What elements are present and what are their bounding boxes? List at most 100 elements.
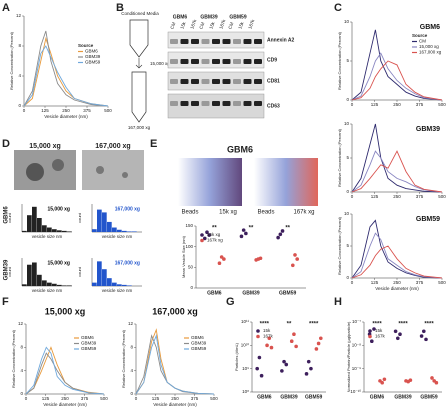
blot-band bbox=[212, 79, 220, 84]
dot bbox=[422, 329, 426, 334]
x-tick-label: 250 bbox=[61, 396, 69, 401]
significance: ** bbox=[285, 226, 290, 232]
dot bbox=[282, 359, 286, 364]
chart-title: GBM59 bbox=[416, 216, 440, 223]
y-tick-label: 4 bbox=[20, 368, 23, 373]
dot bbox=[265, 343, 269, 348]
y-tick-label: 8 bbox=[130, 345, 133, 350]
dot bbox=[280, 229, 285, 233]
y-tick-label: 10⁻⁹ bbox=[352, 366, 361, 371]
flow-label: 167k xg bbox=[293, 210, 314, 216]
histogram-bar bbox=[52, 229, 57, 232]
dot bbox=[408, 378, 413, 383]
blot-label: Annexin A2 bbox=[267, 37, 295, 43]
histogram-bar bbox=[127, 231, 132, 232]
histogram-bar bbox=[52, 283, 57, 286]
x-tick-label: 250 bbox=[62, 108, 70, 113]
chart-title: 15,000 xg bbox=[47, 206, 70, 212]
legend-label: 15,000 xg bbox=[419, 44, 439, 49]
blot-band bbox=[201, 59, 210, 64]
dot bbox=[434, 380, 439, 385]
y-tick-label: 10¹¹ bbox=[241, 319, 250, 324]
x-tick-label: GBM6 bbox=[207, 290, 222, 296]
dot bbox=[306, 359, 311, 364]
blot-band bbox=[254, 59, 262, 64]
line bbox=[135, 333, 215, 395]
histogram-bar bbox=[92, 282, 97, 286]
y-tick-label: 8 bbox=[20, 345, 23, 350]
dot bbox=[258, 256, 263, 261]
line bbox=[351, 150, 443, 193]
tube-label: 167,000 xg bbox=[128, 125, 151, 130]
blot-band bbox=[222, 79, 231, 84]
x-axis-label: Vesicle diameter (nm) bbox=[44, 114, 88, 119]
panel-label: A bbox=[2, 2, 10, 14]
y-tick-label: 150 bbox=[185, 223, 193, 228]
lane-sublabel: 167k bbox=[189, 18, 197, 30]
x-tick-label: 500 bbox=[438, 102, 446, 107]
lane-sublabel: 15k bbox=[208, 21, 215, 30]
blot-band bbox=[222, 101, 231, 106]
x-tick-label: 125 bbox=[42, 396, 50, 401]
blot-band bbox=[201, 101, 210, 106]
blot-band bbox=[212, 39, 220, 44]
y-tick-label: 10⁻⁷ bbox=[352, 319, 361, 324]
blot-band bbox=[170, 79, 178, 84]
axis bbox=[351, 22, 442, 101]
dot bbox=[239, 234, 244, 239]
legend-label: GBM59 bbox=[191, 346, 207, 351]
histogram-bar bbox=[127, 285, 132, 286]
significance: **** bbox=[398, 322, 408, 328]
lane-sublabel: 15k bbox=[179, 21, 186, 30]
panel-label: E bbox=[150, 138, 157, 150]
blot-band bbox=[201, 79, 210, 84]
x-tick-label: 375 bbox=[416, 102, 424, 107]
y-tick-label: 4 bbox=[18, 73, 21, 78]
y-axis-label: Relative Concentration (Percent) bbox=[337, 31, 342, 90]
dot bbox=[291, 263, 295, 268]
x-tick-label: 125 bbox=[41, 108, 49, 113]
blot-band bbox=[191, 59, 199, 64]
x-tick-label: 0 bbox=[25, 396, 28, 401]
y-tick-label: 4 bbox=[130, 368, 133, 373]
blot-band bbox=[180, 101, 189, 106]
blot-band bbox=[243, 39, 252, 44]
legend-label: GBM39 bbox=[85, 54, 101, 59]
panel-label: G bbox=[226, 296, 235, 308]
x-tick-label: GBM59 bbox=[305, 394, 322, 400]
x-axis-label: vesicle size nm bbox=[102, 288, 133, 293]
histogram-bar bbox=[67, 285, 72, 286]
significance: ** bbox=[287, 322, 292, 328]
lane-sublabel: CM bbox=[198, 21, 205, 30]
chart-title: 167,000 xg bbox=[115, 206, 140, 212]
y-axis-label: Normalized Protein/Particle (µg/particle… bbox=[346, 321, 351, 392]
blot-band bbox=[243, 79, 252, 84]
histogram-bar bbox=[112, 227, 117, 232]
histogram-bar bbox=[107, 278, 112, 286]
lane-sublabel: 15k bbox=[237, 21, 244, 30]
blot-band bbox=[170, 59, 178, 64]
legend-swatch bbox=[368, 334, 372, 339]
x-tick-label: 250 bbox=[393, 194, 401, 199]
dot bbox=[314, 347, 319, 351]
y-axis-label: count bbox=[77, 212, 82, 223]
histogram-bar bbox=[132, 231, 137, 232]
histogram-bar bbox=[102, 269, 107, 286]
dot bbox=[294, 344, 298, 349]
chart-title: 167,000 xg bbox=[152, 306, 198, 316]
legend-label: GBM39 bbox=[191, 341, 207, 346]
chart-title: GBM39 bbox=[416, 126, 440, 133]
x-tick-label: 375 bbox=[81, 396, 89, 401]
histogram-bar bbox=[107, 221, 112, 232]
x-tick-label: 375 bbox=[416, 194, 424, 199]
x-tick-label: 0 bbox=[23, 108, 26, 113]
lane-sublabel: 167k bbox=[247, 18, 255, 30]
micrograph-detail bbox=[96, 166, 104, 174]
x-tick-label: 250 bbox=[393, 102, 401, 107]
dot bbox=[396, 336, 400, 341]
dot bbox=[309, 366, 313, 371]
dot bbox=[207, 233, 211, 237]
x-tick-label: 0 bbox=[135, 396, 138, 401]
line bbox=[351, 245, 443, 279]
